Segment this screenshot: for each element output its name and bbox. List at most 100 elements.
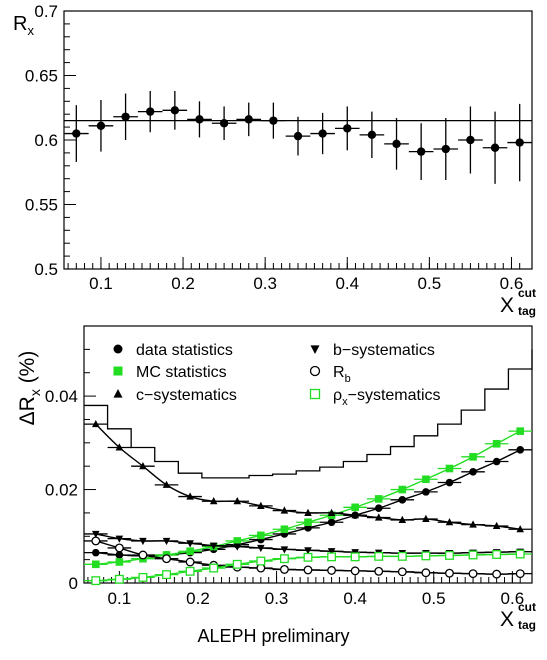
- top-data-point: [367, 130, 377, 140]
- bottom-series-marker: [516, 525, 525, 533]
- top-x-axis-label-sub: tag: [518, 304, 536, 318]
- bottom-series-marker: [233, 497, 242, 505]
- bottom-series-marker: [516, 446, 525, 454]
- legend-background: [305, 385, 453, 403]
- top-data-point: [490, 143, 500, 152]
- top-x-tick-label: 0.2: [171, 274, 195, 293]
- bottom-series-marker: [350, 552, 360, 562]
- bottom-series-marker: [115, 535, 124, 543]
- bottom-series-marker: [515, 549, 525, 559]
- bottom-series-marker: [304, 518, 312, 527]
- bottom-series-marker: [398, 496, 407, 504]
- bottom-series-marker: [115, 551, 124, 559]
- bottom-series-marker: [468, 550, 478, 560]
- legend-label: MC statistics: [136, 364, 227, 381]
- legend-background: [108, 385, 256, 403]
- bottom-series-marker: [114, 543, 124, 553]
- top-data-point: [515, 138, 524, 147]
- legend-marker: [113, 389, 123, 398]
- bottom-series-marker: [422, 488, 430, 496]
- top-data-point: [72, 129, 81, 138]
- top-x-tick-label: 0.5: [418, 274, 442, 293]
- bottom-series-marker: [162, 570, 171, 580]
- bottom-series-marker: [468, 569, 478, 579]
- bottom-series-marker: [115, 443, 124, 451]
- top-x-tick-label: 0.4: [335, 274, 359, 293]
- bottom-series-marker: [374, 504, 383, 513]
- bottom-series-marker: [257, 544, 265, 553]
- legend-marker: [309, 365, 321, 377]
- top-y-tick-label: 0.65: [25, 67, 58, 86]
- legend-background: [305, 340, 453, 358]
- bottom-series-marker: [492, 457, 501, 466]
- legend-label: b−systematics: [333, 342, 435, 359]
- legend-marker: [113, 366, 123, 376]
- bottom-series-marker: [374, 495, 383, 503]
- bottom-series-marker: [492, 439, 501, 448]
- bottom-series-marker: [492, 550, 502, 559]
- bottom-series-marker: [397, 567, 407, 577]
- top-data-point: [441, 144, 450, 154]
- bottom-series-marker: [279, 554, 289, 564]
- bottom-series-marker: [422, 475, 430, 484]
- top-data-point: [318, 129, 327, 138]
- top-data-point: [244, 115, 253, 124]
- bottom-series-marker: [186, 492, 194, 500]
- bottom-series-marker: [186, 547, 194, 556]
- bottom-series-marker: [114, 574, 124, 584]
- top-data-point: [392, 139, 401, 149]
- bottom-series-curve: [95, 430, 521, 566]
- top-data-point: [121, 112, 130, 121]
- bottom-x-tick-label: 0.3: [265, 589, 289, 608]
- legend-label: c−systematics: [136, 387, 237, 404]
- bottom-series-marker: [327, 518, 336, 527]
- bottom-series-marker: [398, 485, 407, 494]
- bottom-series-marker: [303, 565, 313, 575]
- bottom-series-marker: [209, 542, 218, 550]
- bottom-y-tick-label: 0: [69, 574, 78, 593]
- top-x-axis-label: X: [500, 294, 514, 317]
- bottom-series-marker: [327, 565, 337, 575]
- top-data-point: [293, 131, 303, 141]
- bottom-series-marker: [516, 427, 525, 435]
- bottom-series-marker: [138, 572, 148, 582]
- bottom-x-axis-label: X: [500, 608, 514, 631]
- bottom-series-marker: [139, 462, 147, 470]
- legend-background: [108, 362, 256, 380]
- bottom-series-marker: [327, 508, 336, 516]
- bottom-series-marker: [91, 548, 100, 557]
- bottom-series-marker: [162, 480, 171, 488]
- bottom-series-marker: [232, 559, 242, 569]
- bottom-series-marker: [351, 511, 359, 519]
- top-x-axis-label-sup: cut: [518, 286, 536, 300]
- top-data-point: [466, 135, 475, 145]
- bottom-series-marker: [327, 548, 336, 556]
- bottom-series-marker: [303, 552, 313, 562]
- bottom-series-marker: [445, 464, 454, 473]
- bottom-series-marker: [445, 568, 454, 578]
- bottom-series-marker: [374, 513, 383, 521]
- bottom-series-marker: [304, 508, 312, 516]
- bottom-series-marker: [162, 537, 171, 546]
- top-data-point: [170, 106, 180, 115]
- bottom-series-marker: [91, 530, 100, 539]
- bottom-series-marker: [115, 558, 124, 566]
- legend-marker: [309, 388, 321, 400]
- bottom-series-marker: [279, 564, 289, 574]
- bottom-series-marker: [304, 547, 312, 555]
- bottom-series-marker: [91, 536, 101, 546]
- top-data-point: [195, 115, 204, 124]
- bottom-series-marker: [185, 557, 195, 567]
- bottom-x-tick-label: 0.6: [501, 589, 525, 608]
- legend-marker: [310, 345, 320, 354]
- bottom-series-marker: [185, 566, 195, 576]
- bottom-series-marker: [186, 540, 194, 548]
- bottom-series-marker: [233, 537, 242, 545]
- top-data-point: [219, 119, 229, 128]
- top-x-tick-label: 0.3: [253, 274, 277, 293]
- bottom-series-marker: [421, 551, 431, 561]
- bottom-series-marker: [280, 525, 289, 534]
- bottom-x-tick-label: 0.1: [108, 589, 132, 608]
- bottom-series-marker: [280, 506, 289, 514]
